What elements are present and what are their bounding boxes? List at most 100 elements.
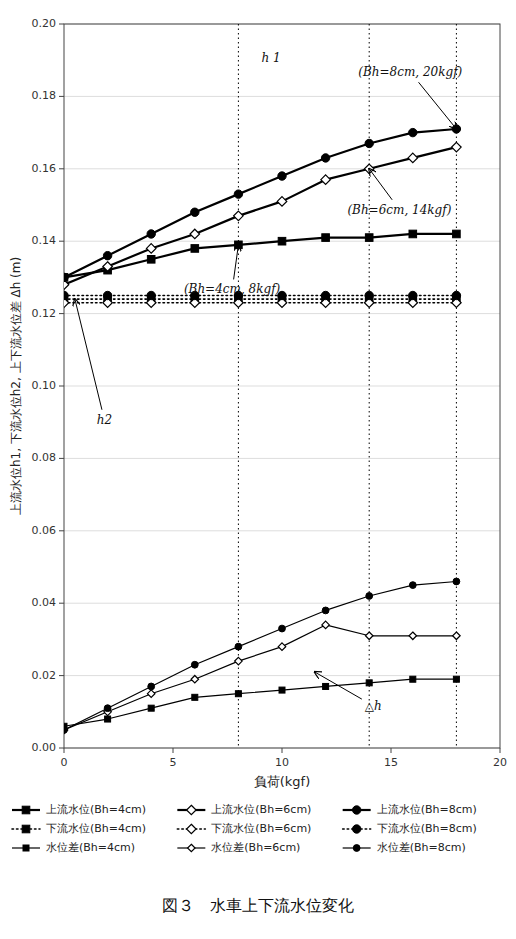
data-point [278, 643, 286, 651]
y-tick-label: 0.20 [32, 17, 57, 30]
data-point [365, 234, 373, 242]
annotation-arrow [419, 82, 457, 129]
series-line [64, 129, 456, 277]
legend-label: 水位差(Bh=8cm) [377, 841, 466, 854]
annotation: (Bh=4cm, 8kgf) [184, 282, 281, 296]
data-point [409, 230, 417, 238]
data-point [321, 291, 329, 299]
background [0, 0, 516, 939]
x-tick [64, 748, 65, 753]
data-point [147, 291, 155, 299]
legend-label: 上流水位(Bh=8cm) [377, 803, 477, 816]
series-line [64, 298, 456, 300]
legend-marker [352, 825, 360, 833]
y-tick-label: 0.18 [32, 89, 57, 102]
annotation: h2 [97, 413, 112, 427]
annotation-arrow [234, 245, 239, 280]
series [64, 295, 460, 303]
data-point [453, 676, 459, 682]
grid-line [64, 313, 500, 314]
y-tick-label: 0.10 [32, 379, 57, 392]
chart-title: 図３ 水車上下流水位変化 [162, 896, 354, 915]
series-line [64, 302, 456, 304]
data-point [104, 705, 111, 712]
plot-area [64, 24, 461, 748]
legend-item: 上流水位(Bh=4cm) [12, 803, 146, 816]
series-line [64, 234, 456, 277]
y-tick-label: 0.04 [32, 596, 57, 609]
data-point [192, 694, 198, 700]
data-point [453, 230, 461, 238]
y-tick [59, 386, 64, 387]
data-point [64, 726, 68, 734]
data-point [321, 175, 331, 185]
data-point [148, 683, 155, 690]
data-point [409, 582, 416, 589]
plot-frame [64, 24, 500, 748]
annotation: (Bh=8cm, 20kgf) [358, 65, 462, 79]
legend-label: 下流水位(Bh=4cm) [46, 822, 146, 835]
data-point [410, 676, 416, 682]
data-point [365, 291, 373, 299]
annotation: △h [365, 699, 382, 713]
legend-marker [353, 845, 360, 852]
y-tick [59, 168, 64, 169]
x-tick-label: 0 [61, 756, 68, 769]
data-point [279, 625, 286, 632]
data-point [103, 251, 111, 259]
data-point [234, 211, 244, 221]
annotation: h 1 [262, 51, 281, 65]
data-point [191, 661, 198, 668]
grid-line [64, 675, 500, 676]
data-point [279, 687, 285, 693]
data-point [409, 632, 417, 640]
y-tick-label: 0.14 [32, 234, 57, 247]
data-point [103, 262, 113, 272]
legend-label: 水位差(Bh=4cm) [46, 841, 135, 854]
data-point [452, 142, 462, 152]
data-point [409, 291, 417, 299]
legend-item: 水位差(Bh=4cm) [12, 841, 135, 854]
y-axis-label: 上流水位h1, 下流水位h2, 上下流水位差 Δh (m) [9, 257, 23, 515]
data-point [64, 291, 68, 299]
data-point [235, 657, 243, 665]
annotation-arrow [369, 169, 392, 200]
series [64, 298, 461, 308]
x-tick [391, 748, 392, 753]
data-point [235, 643, 242, 650]
data-point [148, 705, 154, 711]
y-tick [59, 96, 64, 97]
annotation: (Bh=6cm, 14kgf) [347, 203, 451, 217]
data-point [191, 245, 199, 253]
data-point [322, 234, 330, 242]
data-point [408, 153, 418, 163]
data-point [452, 291, 460, 299]
legend-label: 下流水位(Bh=8cm) [377, 822, 477, 835]
series-line [64, 625, 456, 730]
legend-label: 水位差(Bh=6cm) [211, 841, 300, 854]
data-point [190, 229, 200, 239]
grid-line [64, 530, 500, 531]
y-tick-label: 0.02 [32, 669, 57, 682]
y-tick [59, 313, 64, 314]
x-tick [500, 748, 501, 753]
series-line [64, 581, 456, 729]
data-point [409, 128, 417, 136]
series [64, 578, 460, 733]
axes: 0.000.020.040.060.080.100.120.140.160.18… [32, 17, 508, 769]
data-point [235, 691, 241, 697]
data-point [234, 190, 242, 198]
y-tick [59, 530, 64, 531]
y-tick [59, 24, 64, 25]
y-tick [59, 748, 64, 749]
data-point [365, 139, 373, 147]
legend-item: 上流水位(Bh=8cm) [343, 803, 477, 816]
data-point [366, 680, 372, 686]
data-point [147, 230, 155, 238]
grid-line [64, 168, 500, 169]
annotation-arrow [315, 672, 362, 699]
legend-label: 下流水位(Bh=6cm) [211, 822, 311, 835]
x-tick-label: 20 [493, 756, 507, 769]
grid-line [64, 96, 500, 97]
annotations: h 1 h2 △h (Bh=8cm, 20kgf) (Bh=6cm, 14kgf) (Bh… [75, 51, 463, 713]
